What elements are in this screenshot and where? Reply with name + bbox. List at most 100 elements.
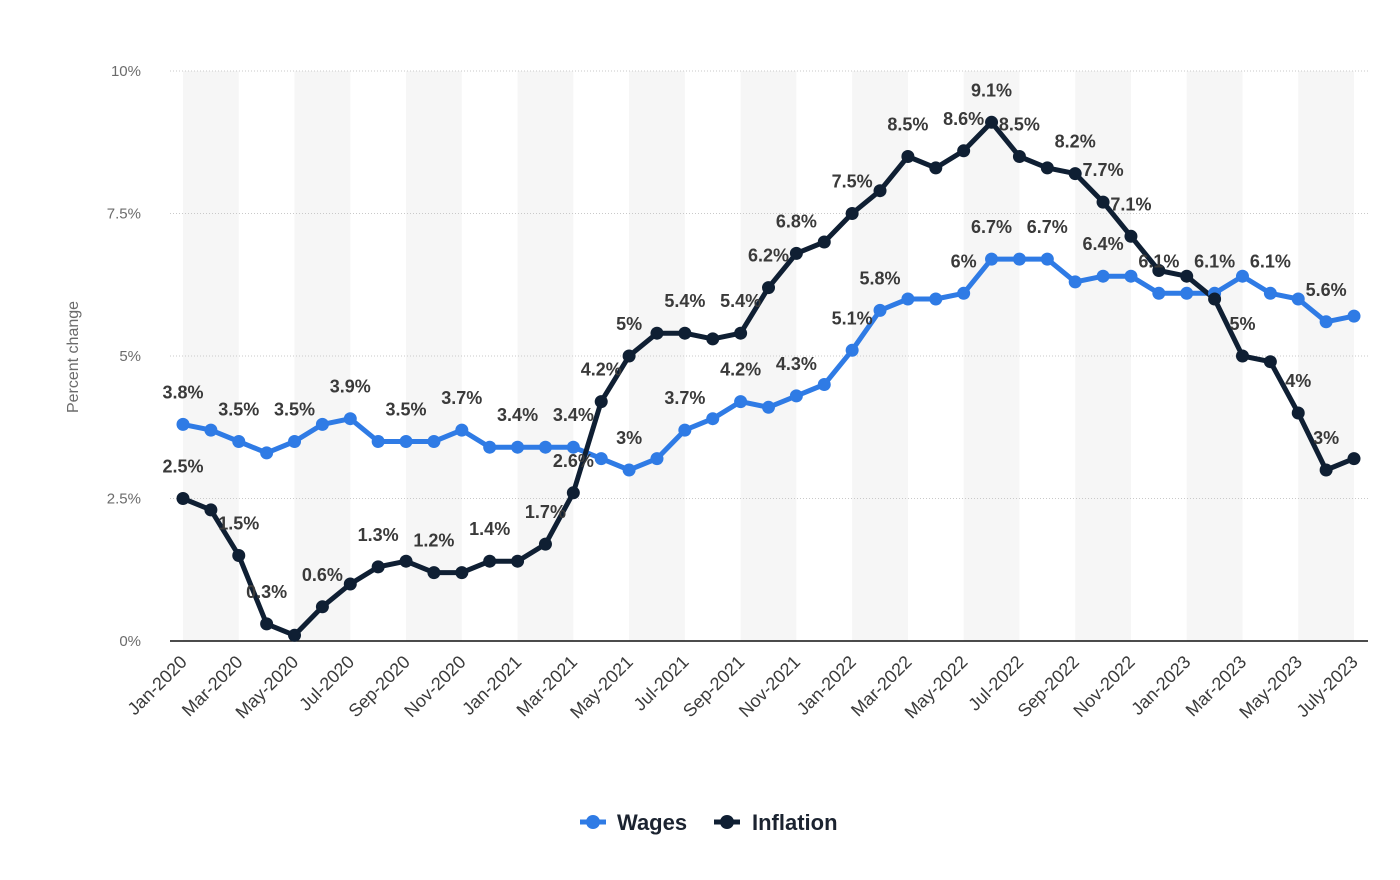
data-point-wages[interactable] (176, 417, 190, 431)
data-point-inflation[interactable] (1040, 161, 1054, 175)
data-point-wages[interactable] (1180, 286, 1194, 300)
data-point-wages[interactable] (957, 286, 971, 300)
data-point-inflation[interactable] (1096, 195, 1110, 209)
data-point-inflation[interactable] (1180, 269, 1194, 283)
data-point-wages[interactable] (1152, 286, 1166, 300)
data-point-wages[interactable] (789, 389, 803, 403)
data-point-inflation[interactable] (1347, 452, 1361, 466)
legend-label-wages: Wages (617, 810, 687, 835)
data-point-wages[interactable] (204, 423, 218, 437)
data-point-wages[interactable] (399, 435, 413, 448)
data-point-wages[interactable] (566, 440, 580, 454)
data-point-inflation[interactable] (845, 207, 859, 220)
data-point-inflation[interactable] (260, 617, 274, 631)
data-point-inflation[interactable] (371, 560, 385, 574)
data-point-wages[interactable] (1096, 269, 1110, 283)
data-point-wages[interactable] (845, 343, 859, 357)
data-point-inflation[interactable] (594, 395, 608, 409)
data-label-wages: 3.9% (330, 377, 371, 397)
data-point-wages[interactable] (1347, 309, 1361, 323)
data-point-inflation[interactable] (204, 503, 218, 517)
data-point-inflation[interactable] (734, 326, 748, 340)
data-point-inflation[interactable] (706, 332, 720, 346)
data-label-inflation: 1.2% (413, 531, 454, 551)
data-point-wages[interactable] (873, 303, 887, 317)
data-point-inflation[interactable] (343, 577, 357, 591)
data-point-inflation[interactable] (957, 144, 971, 158)
data-label-wages: 5.6% (1306, 280, 1347, 300)
data-point-inflation[interactable] (1208, 292, 1222, 306)
data-point-wages[interactable] (1124, 269, 1138, 283)
data-labels: 3.8% 3.5% 3.5% 3.9% 3.5% 3.7% 3.4% 3.4% 3% 3.7% 4.… (162, 80, 1346, 602)
y-axis-ticks: 0% 2.5% 5% 7.5% 10% (107, 63, 141, 650)
data-point-inflation[interactable] (1263, 355, 1277, 369)
data-point-wages[interactable] (706, 412, 720, 426)
data-point-inflation[interactable] (901, 150, 915, 163)
data-point-inflation[interactable] (650, 326, 664, 340)
data-point-wages[interactable] (1235, 269, 1249, 283)
data-label-wages: 6.7% (1027, 217, 1068, 237)
data-point-wages[interactable] (1068, 275, 1082, 289)
data-point-wages[interactable] (371, 435, 385, 448)
legend-item-inflation[interactable]: Inflation (714, 810, 838, 835)
data-point-inflation[interactable] (622, 349, 636, 363)
data-point-wages[interactable] (929, 292, 943, 306)
data-point-inflation[interactable] (566, 486, 580, 500)
data-point-inflation[interactable] (817, 235, 831, 249)
data-point-wages[interactable] (817, 378, 831, 391)
data-point-wages[interactable] (1012, 252, 1026, 266)
data-point-wages[interactable] (622, 463, 636, 477)
data-point-wages[interactable] (1291, 292, 1305, 306)
data-point-inflation[interactable] (232, 549, 246, 562)
data-point-inflation[interactable] (929, 161, 943, 175)
data-point-wages[interactable] (511, 440, 525, 454)
data-point-inflation[interactable] (427, 566, 441, 580)
data-point-wages[interactable] (427, 435, 441, 448)
data-point-inflation[interactable] (1124, 229, 1138, 243)
data-point-wages[interactable] (288, 435, 302, 448)
data-point-wages[interactable] (1263, 286, 1277, 300)
data-point-inflation[interactable] (1319, 463, 1333, 477)
data-point-wages[interactable] (483, 440, 497, 454)
data-point-inflation[interactable] (288, 628, 302, 642)
data-point-wages[interactable] (538, 440, 552, 454)
data-point-wages[interactable] (315, 417, 329, 431)
data-point-inflation[interactable] (1152, 264, 1166, 277)
data-point-wages[interactable] (343, 412, 357, 426)
data-label-wages: 3.4% (497, 405, 538, 425)
y-tick-label: 2.5% (107, 491, 141, 508)
data-point-inflation[interactable] (315, 600, 329, 614)
data-point-wages[interactable] (678, 423, 692, 437)
data-point-inflation[interactable] (176, 492, 190, 505)
data-point-wages[interactable] (762, 400, 775, 414)
data-point-wages[interactable] (232, 435, 246, 448)
data-point-inflation[interactable] (455, 566, 469, 580)
data-point-inflation[interactable] (399, 554, 413, 568)
data-point-inflation[interactable] (1235, 349, 1249, 363)
data-point-inflation[interactable] (762, 281, 775, 295)
legend-item-wages[interactable]: Wages (580, 810, 687, 835)
data-point-wages[interactable] (1319, 315, 1333, 329)
data-point-inflation[interactable] (1068, 167, 1082, 181)
data-label-wages: 4.3% (776, 354, 817, 374)
data-label-inflation: 6.8% (776, 211, 817, 231)
data-point-inflation[interactable] (511, 554, 525, 568)
data-point-inflation[interactable] (1291, 406, 1305, 420)
data-point-inflation[interactable] (789, 246, 803, 260)
data-point-wages[interactable] (734, 395, 748, 409)
data-point-wages[interactable] (650, 452, 664, 466)
data-point-wages[interactable] (594, 452, 608, 466)
data-point-wages[interactable] (901, 292, 915, 306)
data-point-wages[interactable] (1040, 252, 1054, 266)
data-label-wages: 4.2% (720, 360, 761, 380)
data-point-inflation[interactable] (985, 115, 999, 129)
data-point-wages[interactable] (985, 252, 999, 266)
data-point-inflation[interactable] (1012, 150, 1026, 163)
data-point-inflation[interactable] (538, 537, 552, 551)
data-point-inflation[interactable] (678, 326, 692, 340)
data-point-inflation[interactable] (483, 554, 497, 568)
legend-label-inflation: Inflation (752, 810, 838, 835)
data-point-wages[interactable] (260, 446, 274, 460)
data-point-inflation[interactable] (873, 184, 887, 198)
data-point-wages[interactable] (455, 423, 469, 437)
